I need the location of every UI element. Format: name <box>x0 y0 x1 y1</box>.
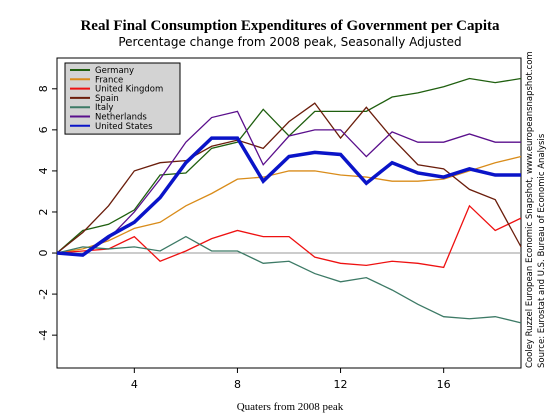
y-tick-label: 4 <box>37 167 50 174</box>
y-tick-label: -2 <box>37 289 50 300</box>
legend-label: Spain <box>95 94 119 104</box>
y-tick-label: 8 <box>37 85 50 92</box>
legend-label: United States <box>95 122 153 132</box>
series-line <box>56 110 521 256</box>
series-line <box>56 136 521 257</box>
x-tick-label: 12 <box>334 378 348 391</box>
series-line <box>56 102 522 254</box>
x-tick-label: 16 <box>437 378 451 391</box>
legend-label: Netherlands <box>95 113 147 123</box>
chart-subtitle: Percentage change from 2008 peak, Season… <box>118 35 461 49</box>
legend-label: United Kingdom <box>95 85 163 95</box>
y-tick-label: 0 <box>37 250 50 257</box>
series-line <box>56 155 522 254</box>
legend-label: France <box>95 75 123 85</box>
series-line <box>56 235 522 324</box>
legend-label: Italy <box>95 103 113 113</box>
x-tick-label: 4 <box>131 378 138 391</box>
x-tick-label: 8 <box>234 378 241 391</box>
plot-frame <box>56 57 522 369</box>
x-axis-label: Quaters from 2008 peak <box>237 401 344 413</box>
annotation: Cooley Ruzzel European Economic Snapshot… <box>525 51 535 368</box>
annotation: Source: Eurostat and U.S. Bureau of Econ… <box>537 133 547 368</box>
y-tick-label: -4 <box>37 330 50 341</box>
chart-title: Real Final Consumption Expenditures of G… <box>80 18 500 34</box>
y-tick-label: 2 <box>37 208 50 215</box>
series-line <box>56 204 522 269</box>
y-tick-label: 6 <box>37 126 50 133</box>
legend-label: Germany <box>95 66 134 76</box>
